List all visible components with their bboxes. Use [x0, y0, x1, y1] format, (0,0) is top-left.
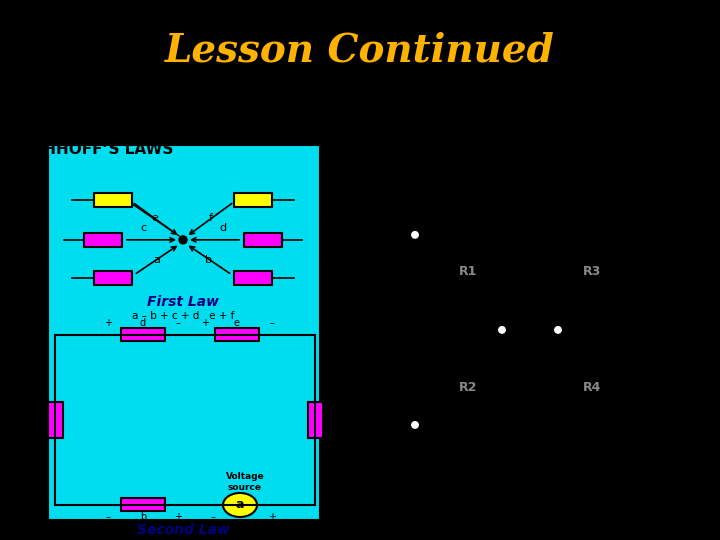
Text: b: b	[140, 512, 146, 522]
Bar	[307, 402, 323, 438]
Text: Second Law: Second Law	[137, 523, 230, 537]
Text: First Law: First Law	[147, 295, 219, 309]
Text: IN: IN	[390, 323, 405, 336]
Text: a – b + c + d   e + f: a – b + c + d e + f	[132, 311, 234, 321]
Text: d: d	[220, 223, 227, 233]
Text: –: –	[210, 512, 215, 522]
Text: OUT: OUT	[534, 340, 562, 353]
Text: +: +	[201, 318, 209, 328]
Bar	[234, 193, 272, 207]
Bar	[94, 271, 132, 285]
Text: –: –	[269, 318, 274, 328]
Circle shape	[179, 236, 187, 244]
Text: a: a	[153, 255, 161, 265]
Text: +: +	[174, 512, 182, 522]
Circle shape	[410, 230, 420, 240]
Text: +: +	[268, 512, 276, 522]
Text: R2: R2	[459, 381, 477, 394]
Text: R4: R4	[582, 381, 601, 394]
Bar	[234, 271, 272, 285]
Text: f: f	[329, 415, 333, 425]
Bar	[121, 328, 165, 341]
Text: –: –	[106, 512, 110, 522]
Bar	[84, 233, 122, 247]
Text: +: +	[39, 430, 47, 440]
Text: Lesson Continued: Lesson Continued	[165, 31, 555, 70]
Text: c: c	[38, 415, 44, 425]
Text: e: e	[234, 318, 240, 328]
Bar	[244, 233, 282, 247]
Bar	[215, 328, 259, 341]
Text: d: d	[140, 318, 146, 328]
Text: e: e	[152, 213, 158, 223]
Text: INTRODUCTION TO
KIRCHHOFF’S LAWS: INTRODUCTION TO KIRCHHOFF’S LAWS	[3, 125, 174, 157]
Circle shape	[553, 325, 563, 335]
Text: –: –	[176, 318, 181, 328]
Bar	[48, 145, 320, 520]
Text: R1: R1	[459, 265, 477, 279]
Text: Voltage
source: Voltage source	[225, 472, 264, 492]
Text: a: a	[235, 498, 244, 511]
Text: +: +	[104, 318, 112, 328]
Text: b: b	[205, 255, 212, 265]
Text: R3: R3	[583, 265, 601, 279]
Text: –: –	[40, 400, 45, 410]
Text: c: c	[140, 223, 146, 233]
Text: –: –	[327, 430, 331, 440]
Text: +: +	[325, 400, 333, 410]
Ellipse shape	[223, 493, 257, 517]
Text: f: f	[209, 213, 213, 223]
Circle shape	[410, 420, 420, 430]
Text: WHEATSTONE BRIDGE: WHEATSTONE BRIDGE	[436, 125, 624, 140]
Bar	[48, 402, 63, 438]
Bar	[121, 498, 165, 511]
Bar	[94, 193, 132, 207]
Circle shape	[497, 325, 507, 335]
